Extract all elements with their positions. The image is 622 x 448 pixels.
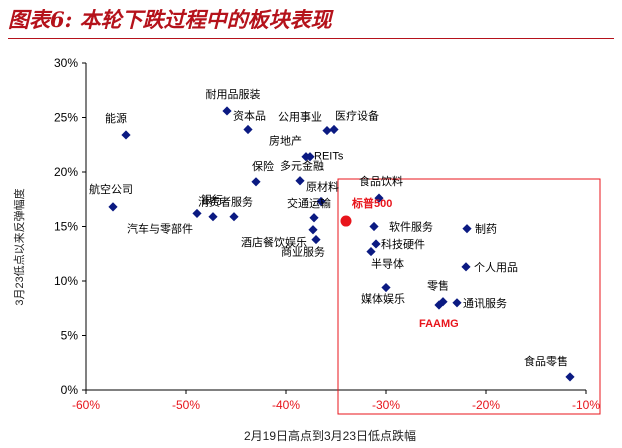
point-label: 航空公司 [89,182,133,196]
point-label: 交通运输 [287,196,331,210]
data-point [316,196,326,207]
data-point [371,239,381,249]
data-point [305,152,315,162]
data-point [311,234,321,245]
data-point [369,221,379,232]
data-point [329,124,339,135]
data-point [565,372,575,382]
data-point [434,300,444,310]
data-point [308,225,318,235]
data-point [309,213,319,223]
data-point [366,246,376,257]
data-point [208,212,218,222]
data-point [121,130,131,140]
x-axis-title: 2月19日高点到3月23日低点跌幅 [244,428,416,443]
point-label: 食品零售 [524,354,568,368]
point-label: 个人用品 [474,261,518,274]
x-tick-label: -40% [272,398,300,412]
point-label: 酒店餐饮娱乐 [241,235,307,249]
scatter-chart: 0% 5% 10% 15% 20% 25% 30% -60% -50% -40% -30% -20% -… [12,56,601,443]
point-label: 通讯服务 [463,297,507,310]
point-label: 原材料 [306,179,339,193]
point-label: 医疗设备 [335,108,379,122]
point-label: 标普500 [351,196,392,210]
x-tick-label: -60% [72,398,100,412]
axes: 0% 5% 10% 15% 20% 25% 30% -60% -50% -40% -30% -20% -… [54,56,600,412]
data-point [229,212,239,222]
point-label: 媒体娱乐 [361,292,405,306]
point-label: 零售 [427,279,449,293]
data-point [222,106,232,116]
y-tick-label: 15% [54,220,78,234]
data-point [251,177,261,187]
x-tick-label: -30% [372,398,400,412]
data-point [461,262,471,272]
point-label: 能源 [105,111,127,125]
point-label: 食品饮料 [359,174,403,188]
data-point [452,298,462,308]
point-label: 半导体 [371,257,404,271]
point-label: 多元金融 [280,159,324,173]
point-label: 汽车与零部件 [127,222,193,236]
point-label: 资本品 [233,108,266,122]
x-tick-label: -10% [572,398,600,412]
point-label: REITs [314,151,344,163]
point-label: 商业服务 [281,245,325,259]
data-point [381,282,391,293]
point-label: 房地产 [269,134,302,148]
point-label: 银行 [201,192,223,206]
x-tick-label: -50% [172,398,200,412]
data-point [243,124,253,135]
data-points [108,106,575,382]
y-axis-title: 3月23低点以来反弹幅度 [12,188,26,305]
y-tick-label: 10% [54,274,78,288]
data-point [108,202,118,212]
point-label: 耐用品服装 [206,88,261,101]
y-tick-label: 5% [61,329,79,343]
figure-title: 图表6: 本轮下跌过程中的板块表现 [8,7,332,32]
data-point [192,208,202,219]
data-point [295,176,305,186]
point-label: 制药 [475,223,497,236]
point-label: 公用事业 [278,111,322,124]
y-tick-label: 25% [54,111,78,125]
point-label: 消费者服务 [198,195,253,209]
point-label: 科技硬件 [381,237,425,251]
data-point [462,224,472,234]
title-divider [8,38,614,39]
point-label: 保险 [252,159,274,173]
y-tick-label: 0% [61,383,79,397]
y-tick-label: 20% [54,165,78,179]
data-point [322,125,332,136]
point-label: 软件服务 [389,220,433,234]
data-point [374,193,384,203]
x-tick-label: -20% [472,398,500,412]
sp500-point [340,215,352,227]
y-tick-label: 30% [54,56,78,70]
highlight-box [337,178,601,415]
point-label: FAAMG [419,318,459,330]
